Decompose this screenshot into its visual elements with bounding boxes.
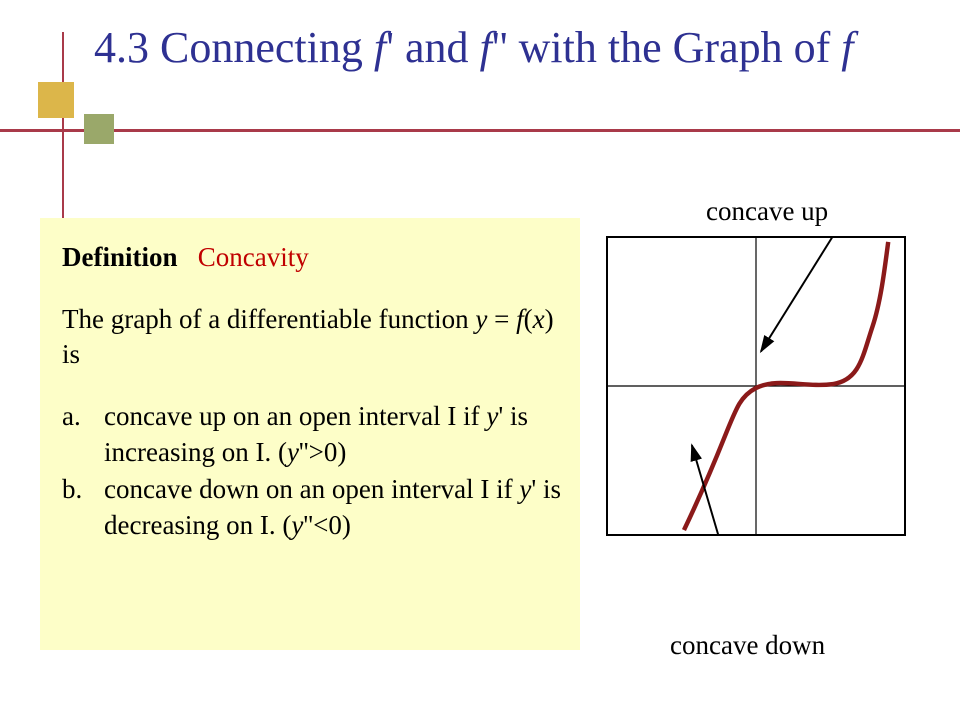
title-f1: f: [374, 23, 386, 72]
item-b-y2: y: [291, 510, 303, 540]
definition-intro: The graph of a differentiable function y…: [62, 302, 562, 373]
definition-term: Concavity: [198, 242, 309, 272]
intro-y: y: [475, 304, 487, 334]
title-prime1: ': [386, 23, 394, 72]
item-b-cond: <0): [313, 510, 351, 540]
title-mid: and: [394, 23, 480, 72]
item-b-letter: b.: [62, 472, 98, 508]
item-b-y: y: [519, 474, 531, 504]
item-a-cond: >0): [309, 437, 347, 467]
item-b-prime2: '': [303, 510, 313, 540]
label-concave-up: concave up: [706, 196, 828, 227]
title-f2: f: [480, 23, 492, 72]
title-text: 4.3 Connecting: [94, 23, 374, 72]
concavity-graph: [606, 236, 906, 536]
definition-box: Definition Concavity The graph of a diff…: [40, 218, 580, 650]
slide-title: 4.3 Connecting f' and f'' with the Graph…: [94, 22, 914, 74]
intro-x: x: [533, 304, 545, 334]
corner-decoration: [0, 82, 180, 202]
decor-gold-square: [38, 82, 74, 118]
item-a-prime2: '': [299, 437, 309, 467]
decor-vertical-line: [62, 32, 64, 232]
graph-svg: [608, 238, 904, 534]
decor-green-square: [84, 114, 114, 144]
item-a-y2: y: [287, 437, 299, 467]
intro-paren-open: (: [524, 304, 533, 334]
item-a-pre: concave up on an open interval I if: [104, 401, 486, 431]
item-b-pre: concave down on an open interval I if: [104, 474, 519, 504]
intro-eqmid: =: [487, 304, 516, 334]
definition-heading: Definition Concavity: [62, 240, 562, 276]
decor-horizontal-line: [0, 129, 960, 132]
arrow-concave-up: [761, 238, 848, 351]
item-a-y: y: [486, 401, 498, 431]
label-concave-down: concave down: [670, 630, 825, 661]
definition-list: a. concave up on an open interval I if y…: [62, 399, 562, 544]
item-a-letter: a.: [62, 399, 98, 435]
intro-post: is: [62, 339, 80, 369]
title-f3: f: [841, 23, 853, 72]
intro-paren-close: ): [545, 304, 554, 334]
intro-pre: The graph of a differentiable function: [62, 304, 475, 334]
intro-f: f: [516, 304, 524, 334]
definition-item-a: a. concave up on an open interval I if y…: [62, 399, 562, 470]
title-prime2: '': [492, 23, 508, 72]
title-after: with the Graph of: [508, 23, 842, 72]
definition-item-b: b. concave down on an open interval I if…: [62, 472, 562, 543]
definition-label: Definition: [62, 242, 178, 272]
